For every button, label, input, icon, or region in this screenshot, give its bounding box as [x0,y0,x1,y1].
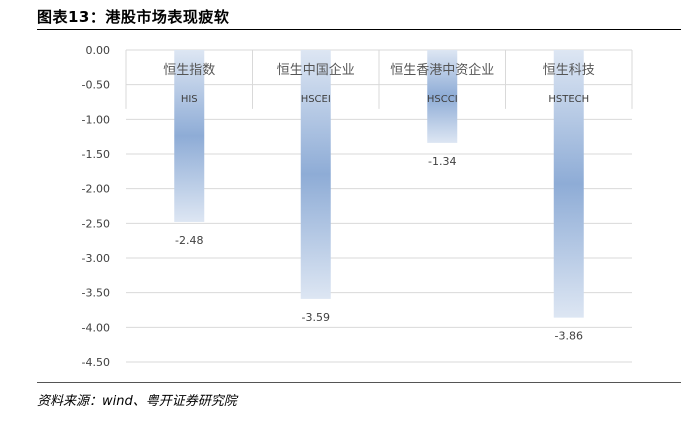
value-labels: -2.48 -3.59 -1.34 -3.86 [175,155,583,343]
y-tick-label: -2.50 [82,217,110,230]
title-rule [37,29,681,30]
y-tick-label: -2.00 [82,183,110,196]
y-tick-label: 0.00 [86,44,111,57]
category-labels: 恒生指数 HIS 恒生中国企业 HSCEI 恒生香港中资企业 HSCCI 恒生科技 HSTEC… [163,62,595,105]
category-label-en: HSTECH [548,94,589,105]
y-tick-label: -4.00 [82,321,110,334]
bar [300,50,331,299]
y-axis-ticks: 0.00 -0.50 -1.00 -1.50 -2.00 -2.50 -3.00 -3.50 -… [82,44,110,369]
data-label: -2.48 [175,234,203,247]
grid-lines [125,49,633,363]
source-note: 资料来源：wind、粤开证券研究院 [37,394,237,409]
data-label: -3.59 [302,311,330,324]
y-tick-label: -1.50 [82,148,110,161]
category-label-zh: 恒生香港中资企业 [390,62,494,78]
category-label-zh: 恒生科技 [543,63,595,78]
bar [553,50,584,318]
y-tick-label: -0.50 [82,79,110,92]
data-label: -1.34 [428,155,456,168]
y-tick-label: -3.50 [82,287,110,300]
bar [427,50,458,143]
category-label-en: HSCEI [301,94,331,105]
category-label-zh: 恒生指数 [163,63,215,78]
y-tick-label: -3.00 [82,252,110,265]
category-label-en: HIS [181,94,198,105]
bars [174,50,584,318]
figure-title: 图表13：港股市场表现疲软 [37,8,230,26]
data-label: -3.86 [555,330,583,343]
category-label-en: HSCCI [427,94,458,105]
y-tick-label: -1.00 [82,113,110,126]
bar [174,50,205,222]
bottom-rule [37,382,681,383]
category-label-zh: 恒生中国企业 [277,62,355,78]
y-tick-label: -4.50 [82,356,110,369]
